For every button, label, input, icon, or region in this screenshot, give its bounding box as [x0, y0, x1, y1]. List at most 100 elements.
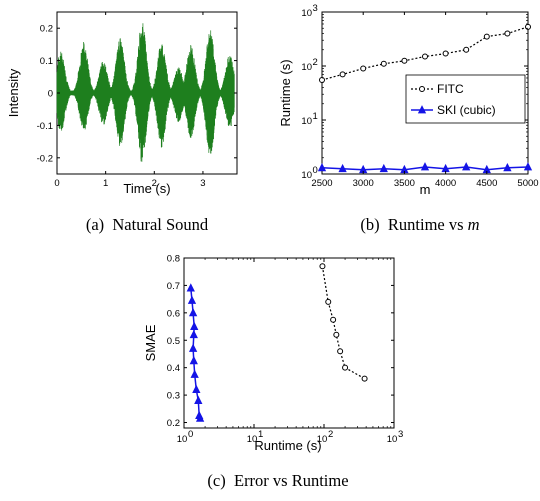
legend-fitc-label: FITC: [437, 82, 464, 96]
panel-a-ylabel: Intensity: [6, 68, 21, 117]
panel-a-plot-area: [56, 23, 235, 162]
y-tick-label: 10: [301, 116, 312, 127]
panel-a: 0 1 2 3 -0.2 -0.1 0 0.1 0.2 Time (s) Intensity (…: [6, 11, 238, 234]
y-tick-label: -0.2: [37, 153, 53, 164]
panel-c-axes-frame: [183, 257, 395, 429]
y-tick-exponent: 1: [313, 111, 318, 122]
y-tick-label: 10: [301, 8, 312, 19]
ski-point: [190, 321, 199, 330]
ski-point: [188, 307, 198, 317]
fitc-point: [422, 53, 428, 60]
ski-point: [523, 162, 533, 171]
y-tick-label: 0.2: [40, 24, 53, 35]
legend-box: [405, 74, 526, 124]
fitc-point: [504, 30, 511, 37]
panel-c-ticks: 10 0 10 1 10 2 10 30.20.30.40.50.60.70.8: [167, 254, 404, 446]
panel-a-xlabel: Time (s): [123, 181, 170, 196]
x-tick-exponent: 1: [258, 429, 263, 440]
x-tick-exponent: 2: [328, 429, 333, 440]
panel-b-xlabel: m: [420, 182, 431, 197]
fitc-point: [342, 364, 349, 371]
panel-b-ylabel: Runtime (s): [278, 59, 293, 126]
x-tick-label: 3000: [353, 178, 374, 189]
y-tick-exponent: 3: [313, 3, 318, 14]
ski-point: [189, 329, 198, 339]
legend-ski-label: SKI (cubic): [437, 103, 496, 117]
panel-b-caption-text: (b) Runtime vs: [360, 215, 467, 234]
fitc-point: [525, 23, 531, 30]
ski-point: [317, 162, 327, 172]
panel-b-caption-math: m: [468, 215, 480, 234]
ski-point: [338, 163, 347, 173]
series-line-fitc: [321, 266, 365, 380]
y-tick-label: 0.5: [167, 336, 180, 347]
x-tick-exponent: 3: [398, 429, 403, 440]
ski-point: [503, 162, 512, 172]
y-tick-label: 10: [301, 62, 312, 73]
y-tick-label: -0.1: [37, 121, 53, 132]
fitc-point: [380, 60, 387, 67]
legend-fitc-marker: [419, 86, 425, 92]
y-tick-label: 0.2: [167, 418, 180, 429]
fitc-point: [361, 375, 368, 382]
x-tick-exponent: 0: [188, 429, 193, 440]
fitc-point: [360, 65, 367, 72]
fitc-point: [325, 298, 332, 305]
x-tick-label: 10: [387, 434, 398, 445]
fitc-point: [319, 263, 326, 270]
x-tick-label: 4500: [476, 178, 497, 189]
fitc-point: [442, 50, 449, 57]
fitc-point: [330, 316, 337, 323]
series-line-fitc: [321, 26, 529, 81]
y-tick-label: 10: [301, 170, 312, 181]
panel-c-xlabel: Runtime (s): [254, 438, 321, 453]
y-tick-exponent: 0: [313, 165, 318, 176]
y-tick-label: 0.7: [167, 281, 180, 292]
waveform-line: [56, 23, 235, 162]
x-tick-label: 10: [247, 434, 258, 445]
ski-point: [186, 283, 195, 292]
ski-point: [194, 395, 203, 404]
y-tick-label: 0.8: [167, 254, 180, 265]
fitc-point: [401, 57, 408, 64]
ski-point: [192, 384, 201, 394]
panel-c-ylabel: SMAE: [143, 324, 158, 361]
legend-ski-marker: [417, 105, 427, 114]
panel-b-axes-frame: [321, 11, 529, 175]
fitc-point: [483, 33, 490, 40]
y-tick-label: 0.1: [40, 56, 53, 67]
fitc-point: [463, 46, 470, 53]
x-tick-label: 0: [54, 178, 59, 189]
panel-a-caption: (a) Natural Sound: [86, 215, 209, 234]
y-tick-label: 0.4: [167, 363, 180, 374]
x-tick-label: 5000: [517, 178, 538, 189]
ski-point: [188, 343, 198, 352]
ski-point: [462, 162, 471, 171]
panel-b-plot-area: [317, 23, 533, 174]
x-tick-label: 1: [103, 178, 108, 189]
y-tick-label: 0.6: [167, 308, 180, 319]
x-tick-label: 3: [200, 178, 205, 189]
panel-b-caption: (b) Runtime vs m: [360, 215, 479, 234]
panel-c: 10 0 10 1 10 2 10 30.20.30.40.50.60.70.8 Runtim…: [143, 254, 403, 491]
ski-point: [190, 369, 199, 378]
panel-b-legend: FITC SKI (cubic): [405, 74, 526, 124]
fitc-point: [337, 348, 344, 355]
x-tick-label: 4000: [435, 178, 456, 189]
x-tick-label: 10: [317, 434, 328, 445]
x-tick-label: 2: [152, 178, 157, 189]
panel-a-ticks: 0 1 2 3 -0.2 -0.1 0 0.1 0.2: [37, 12, 237, 189]
fitc-point: [333, 331, 340, 338]
ski-point: [195, 413, 205, 422]
ski-point: [379, 163, 388, 173]
ski-point: [189, 355, 198, 365]
fitc-point: [339, 71, 346, 78]
y-tick-exponent: 2: [313, 57, 318, 68]
y-tick-label: 0: [48, 89, 53, 100]
ski-point: [420, 162, 430, 171]
panel-c-plot-area: [186, 263, 368, 422]
x-tick-label: 3500: [394, 178, 415, 189]
